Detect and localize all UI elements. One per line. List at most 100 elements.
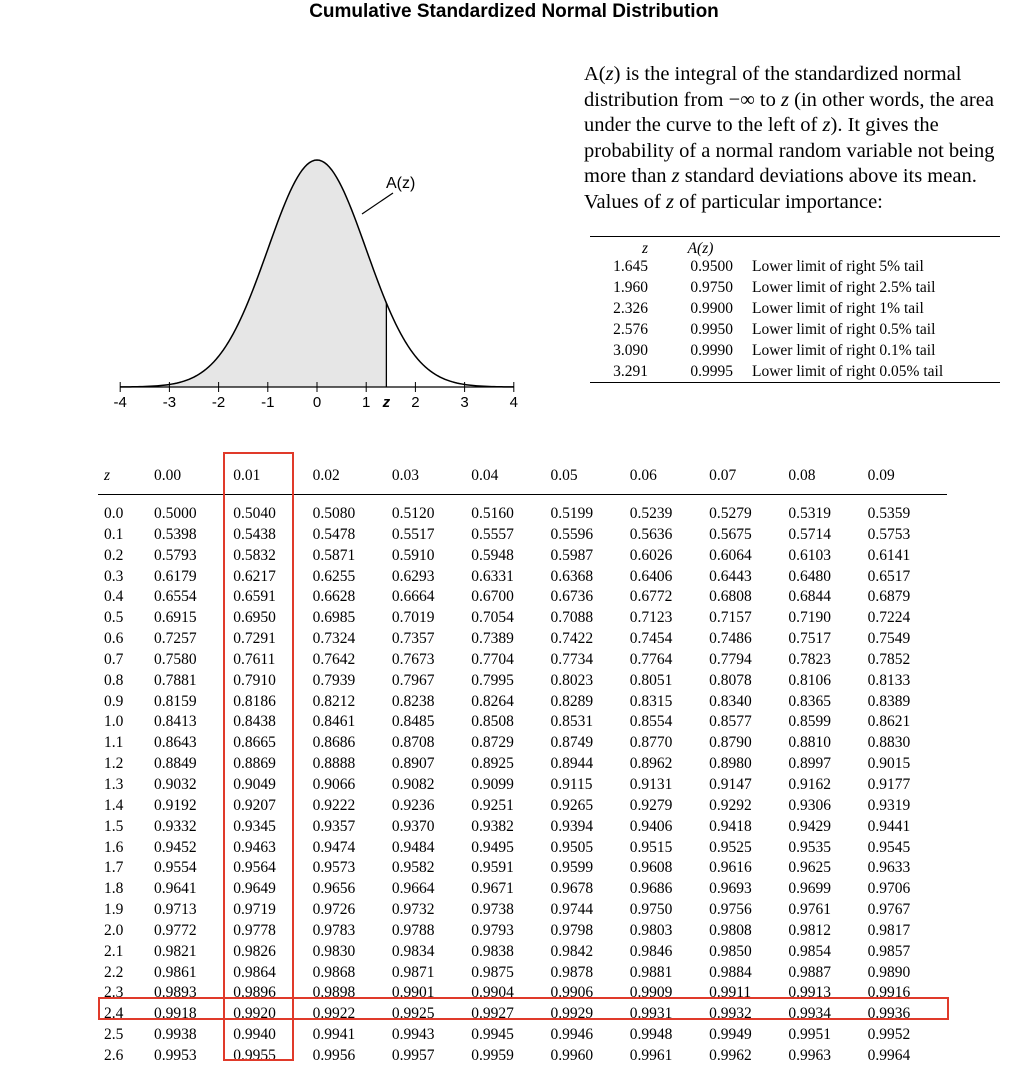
table-cell: 0.7190 xyxy=(788,609,831,627)
table-cell: 0.8729 xyxy=(471,734,514,752)
table-cell: 0.9495 xyxy=(471,838,514,856)
column-header: 0.02 xyxy=(312,466,340,484)
table-cell: 0.9941 xyxy=(312,1026,356,1044)
table-cell: 0.9678 xyxy=(550,880,594,898)
row-z-value: 1.5 xyxy=(104,817,124,835)
table-cell: 0.9887 xyxy=(788,963,831,981)
table-row: 2.0 0.9772 0.9778 0.9783 0.9788 0.9793 0.9798 0… xyxy=(98,921,947,942)
table-cell: 0.9713 xyxy=(154,901,197,919)
table-cell: 0.9961 xyxy=(629,1046,673,1064)
table-cell: 0.9826 xyxy=(233,942,276,960)
table-cell: 0.9838 xyxy=(471,942,514,960)
table-cell: 0.5080 xyxy=(312,505,356,522)
table-cell: 0.9633 xyxy=(867,859,911,877)
table-cell: 0.7019 xyxy=(391,609,435,627)
table-cell: 0.9505 xyxy=(550,838,594,856)
table-cell: 0.8599 xyxy=(788,713,831,731)
table-cell: 0.5948 xyxy=(471,546,514,564)
table-cell: 0.8413 xyxy=(154,713,197,731)
table-cell: 0.9808 xyxy=(709,921,752,939)
key-cell-a: 0.9950 xyxy=(690,321,733,338)
table-cell: 0.7881 xyxy=(154,671,197,689)
table-cell: 0.7324 xyxy=(312,630,356,648)
table-cell: 0.9484 xyxy=(391,838,435,856)
table-cell: 0.6331 xyxy=(471,567,514,585)
table-cell: 0.7157 xyxy=(709,609,752,627)
table-cell: 0.9854 xyxy=(788,942,831,960)
table-cell: 0.9761 xyxy=(788,901,831,919)
table-cell: 0.9953 xyxy=(154,1046,197,1064)
table-cell: 0.8531 xyxy=(550,713,594,731)
table-cell: 0.5239 xyxy=(629,505,673,522)
table-cell: 0.8962 xyxy=(629,755,673,773)
table-cell: 0.9861 xyxy=(154,963,197,981)
table-row: 1.1 0.8643 0.8665 0.8686 0.8708 0.8729 0.8749 0… xyxy=(98,733,947,754)
table-cell: 0.6406 xyxy=(629,567,673,585)
axis-tick-label: -4 xyxy=(114,394,127,411)
table-cell: 0.5517 xyxy=(391,525,435,543)
curve-label-leader xyxy=(361,192,394,215)
table-cell: 0.9306 xyxy=(788,796,831,814)
row-z-value: 1.4 xyxy=(104,796,124,814)
key-table-row: 2.326 0.9900 Lower limit of right 1% tail xyxy=(590,298,1000,319)
table-cell: 0.6443 xyxy=(709,567,752,585)
table-cell: 0.8461 xyxy=(312,713,356,731)
table-cell: 0.9940 xyxy=(233,1026,276,1044)
table-cell: 0.8643 xyxy=(154,734,197,752)
table-cell: 0.9370 xyxy=(391,817,435,835)
table-cell: 0.9767 xyxy=(867,901,911,919)
table-cell: 0.5398 xyxy=(154,525,197,543)
table-cell: 0.5279 xyxy=(709,505,752,522)
table-cell: 0.9656 xyxy=(312,880,356,898)
table-cell: 0.8980 xyxy=(709,755,752,773)
table-cell: 0.6591 xyxy=(233,588,276,606)
table-cell: 0.9803 xyxy=(629,921,673,939)
page-title: Cumulative Standardized Normal Distribut… xyxy=(309,1,719,22)
axis-tick-label: 4 xyxy=(510,394,518,411)
table-row: 1.4 0.9192 0.9207 0.9222 0.9236 0.9251 0.9265 0… xyxy=(98,796,947,817)
key-table-row: 1.960 0.9750 Lower limit of right 2.5% tai… xyxy=(590,277,1000,298)
table-cell: 0.5120 xyxy=(391,505,435,522)
table-cell: 0.9591 xyxy=(471,859,514,877)
key-table-row: 3.291 0.9995 Lower limit of right 0.05% ta… xyxy=(590,361,1000,382)
row-z-value: 0.3 xyxy=(104,567,124,585)
table-cell: 0.9131 xyxy=(629,775,673,793)
table-cell: 0.9525 xyxy=(709,838,752,856)
table-cell: 0.8106 xyxy=(788,671,831,689)
table-cell: 0.6368 xyxy=(550,567,594,585)
table-cell: 0.9115 xyxy=(550,775,593,793)
table-cell: 0.7257 xyxy=(154,630,197,648)
key-cell-a: 0.9990 xyxy=(690,342,733,359)
key-cell-desc: Lower limit of right 2.5% tail xyxy=(752,279,936,296)
table-cell: 0.9599 xyxy=(550,859,594,877)
table-cell: 0.9049 xyxy=(233,775,276,793)
table-cell: 0.9265 xyxy=(550,796,594,814)
table-cell: 0.6179 xyxy=(154,567,197,585)
row-z-value: 1.0 xyxy=(104,713,124,731)
table-cell: 0.5636 xyxy=(629,525,673,543)
table-cell: 0.9015 xyxy=(867,755,911,773)
table-row: 0.0 0.5000 0.5040 0.5080 0.5120 0.5160 0.5199 0… xyxy=(98,504,947,525)
table-cell: 0.5871 xyxy=(312,546,356,564)
table-cell: 0.8238 xyxy=(391,692,435,710)
key-cell-z: 3.090 xyxy=(613,342,648,359)
row-z-value: 0.6 xyxy=(104,630,124,648)
table-cell: 0.9830 xyxy=(312,942,356,960)
table-row: 2.2 0.9861 0.9864 0.9868 0.9871 0.9875 0.9878 0… xyxy=(98,963,947,984)
table-cell: 0.9535 xyxy=(788,838,831,856)
table-cell: 0.9719 xyxy=(233,901,276,919)
table-cell: 0.9147 xyxy=(709,775,752,793)
key-header-az: A(z) xyxy=(687,240,714,257)
table-cell: 0.5675 xyxy=(709,525,752,543)
table-cell: 0.7389 xyxy=(471,630,514,648)
table-cell: 0.5438 xyxy=(233,525,276,543)
table-cell: 0.9948 xyxy=(629,1026,673,1044)
table-cell: 0.8023 xyxy=(550,671,594,689)
column-header: 0.09 xyxy=(867,466,895,484)
key-cell-desc: Lower limit of right 1% tail xyxy=(752,300,924,317)
table-cell: 0.8790 xyxy=(709,734,752,752)
table-cell: 0.8078 xyxy=(709,671,752,689)
column-header: 0.01 xyxy=(233,466,261,484)
table-cell: 0.9952 xyxy=(867,1026,911,1044)
column-header: 0.04 xyxy=(471,466,499,484)
